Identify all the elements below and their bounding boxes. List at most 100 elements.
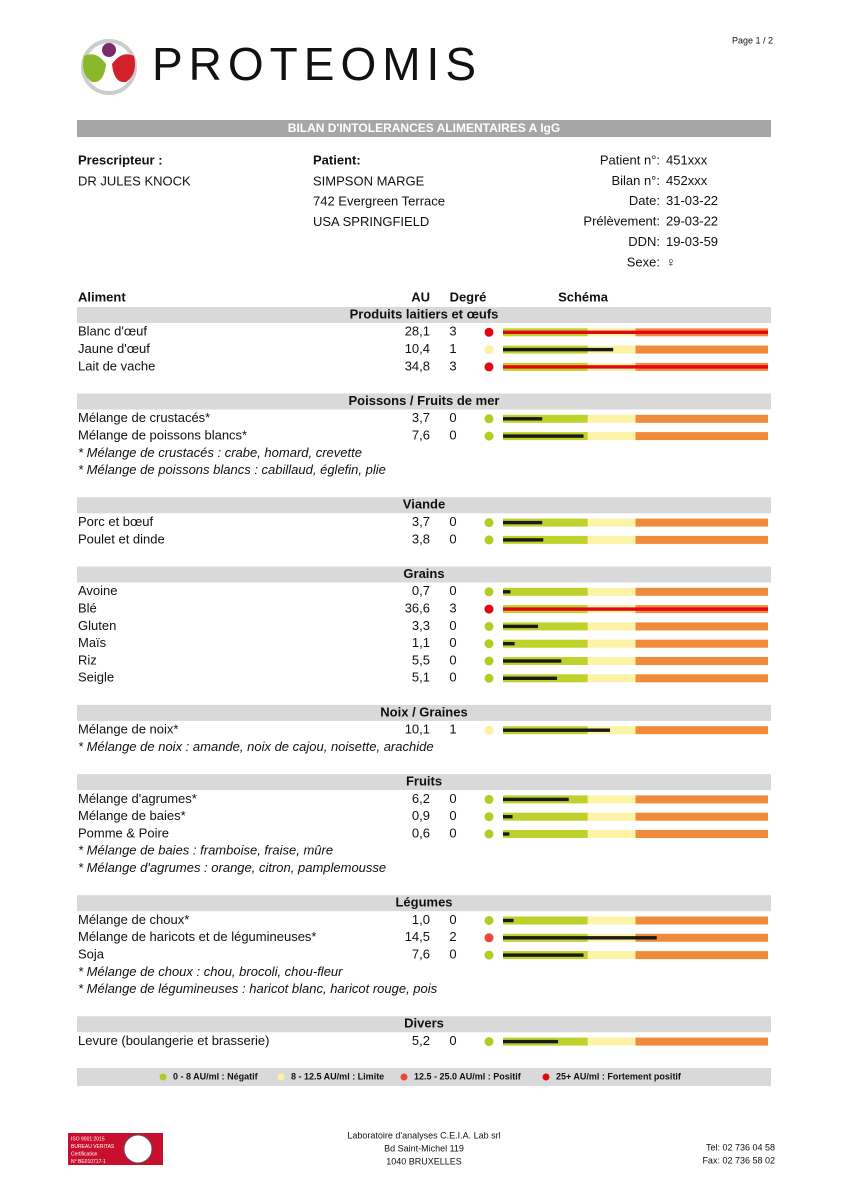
- au-value: 7,6: [412, 428, 430, 443]
- au-bar: [503, 434, 584, 438]
- schema-band: [587, 674, 636, 683]
- schema-band: [587, 622, 636, 631]
- legend-dot: [400, 1073, 408, 1081]
- cert-line: ISO 9001:2015: [71, 1136, 105, 1142]
- au-bar: [503, 832, 510, 836]
- food-name: Gluten: [78, 618, 116, 633]
- food-name: Mélange d'agrumes*: [78, 791, 197, 806]
- degree: 0: [449, 912, 456, 927]
- detail-label: Date:: [629, 193, 660, 208]
- degree-dot: [484, 639, 494, 649]
- patient-line: 742 Evergreen Terrace: [313, 194, 445, 209]
- degree-dot: [484, 829, 494, 839]
- degree-dot: [484, 362, 494, 372]
- degree: 0: [449, 618, 456, 633]
- schema-band: [635, 726, 768, 735]
- degree: 0: [449, 410, 456, 425]
- degree-dot: [484, 794, 494, 804]
- detail-value: 452xxx: [666, 173, 708, 188]
- legend-bar: [77, 1068, 771, 1086]
- schema-band: [587, 587, 636, 596]
- schema-band: [503, 830, 588, 838]
- schema-band: [587, 795, 636, 804]
- section-title: Viande: [403, 497, 445, 512]
- degree-dot: [484, 604, 494, 614]
- legend-dot: [159, 1073, 167, 1081]
- legend-dot: [277, 1073, 285, 1081]
- food-name: Pomme & Poire: [78, 825, 169, 840]
- au-bar: [503, 659, 562, 663]
- title-bar: [77, 120, 771, 137]
- degree: 0: [449, 1033, 456, 1048]
- lab-line: Bd Saint-Michel 119: [384, 1143, 464, 1153]
- contact-line: Fax: 02 736 58 02: [702, 1155, 775, 1165]
- schema-band: [587, 812, 636, 821]
- au-bar: [503, 676, 558, 680]
- au-value: 3,7: [412, 514, 430, 529]
- schema-band: [587, 951, 636, 960]
- patient-label: Patient:: [313, 152, 361, 167]
- au-bar: [503, 330, 768, 334]
- detail-label: Prélèvement:: [583, 214, 660, 229]
- au-value: 1,0: [412, 912, 430, 927]
- degree-dot: [484, 656, 494, 666]
- au-value: 3,3: [412, 618, 430, 633]
- degree-dot: [484, 518, 494, 528]
- schema-band: [635, 432, 768, 441]
- food-name: Maïs: [78, 635, 107, 650]
- au-bar: [503, 815, 513, 819]
- degree: 0: [449, 947, 456, 962]
- degree: 0: [449, 514, 456, 529]
- food-name: Mélange de baies*: [78, 808, 186, 823]
- au-bar: [503, 953, 584, 957]
- prescriber-label: Prescripteur :: [78, 152, 163, 167]
- detail-value: 31-03-22: [666, 193, 718, 208]
- detail-value: 19-03-59: [666, 234, 718, 249]
- au-bar: [503, 590, 511, 594]
- au-value: 0,9: [412, 808, 430, 823]
- degree-dot: [484, 327, 494, 337]
- degree-dot: [484, 725, 494, 735]
- degree-dot: [484, 535, 494, 545]
- degree: 0: [449, 635, 456, 650]
- patient-line: USA SPRINGFIELD: [313, 214, 429, 229]
- column-header: Schéma: [558, 289, 609, 304]
- degree-dot: [484, 345, 494, 355]
- schema-band: [635, 830, 768, 838]
- schema-band: [587, 518, 636, 527]
- food-name: Jaune d'œuf: [78, 341, 150, 356]
- schema-band: [635, 916, 768, 925]
- column-header: AU: [411, 289, 430, 304]
- schema-band: [635, 587, 768, 596]
- schema-band: [635, 518, 768, 527]
- schema-band: [635, 639, 768, 648]
- section-bar: [77, 895, 771, 912]
- food-name: Soja: [78, 947, 105, 962]
- logo: [81, 39, 137, 95]
- degree-dot: [484, 950, 494, 960]
- footnote: * Mélange d'agrumes : orange, citron, pa…: [78, 860, 386, 875]
- au-bar: [503, 1039, 559, 1044]
- page-number: Page 1 / 2: [732, 35, 773, 45]
- food-name: Seigle: [78, 670, 114, 685]
- schema-band: [503, 535, 588, 544]
- schema-band: [587, 639, 636, 648]
- au-value: 6,2: [412, 791, 430, 806]
- au-value: 36,6: [405, 601, 430, 616]
- schema-band: [587, 414, 636, 423]
- section-title: Noix / Graines: [380, 704, 467, 719]
- section-bar: [77, 1016, 771, 1033]
- section-bar: [77, 774, 771, 791]
- au-bar: [503, 347, 614, 352]
- au-value: 5,5: [412, 652, 430, 667]
- schema-band: [503, 916, 588, 925]
- cert-seal: [123, 1134, 153, 1164]
- degree-dot: [484, 587, 494, 597]
- degree-dot: [484, 431, 494, 441]
- footnote: * Mélange de choux : chou, brocoli, chou…: [78, 964, 343, 979]
- food-name: Avoine: [78, 583, 118, 598]
- schema-band: [635, 535, 768, 544]
- section-title: Poissons / Fruits de mer: [349, 393, 500, 408]
- lab-line: 1040 BRUXELLES: [386, 1156, 462, 1166]
